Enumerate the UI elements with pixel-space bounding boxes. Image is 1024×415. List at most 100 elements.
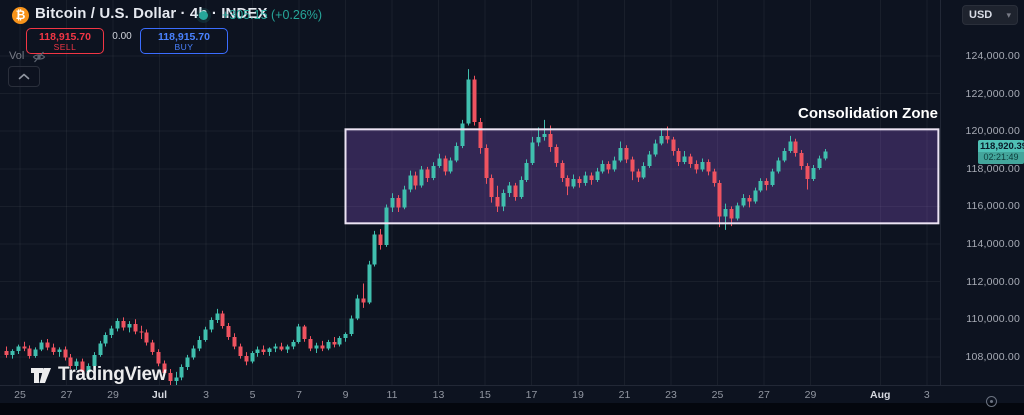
candle-body bbox=[215, 313, 220, 321]
candle-body bbox=[68, 357, 73, 367]
candle-body bbox=[770, 171, 775, 185]
sell-label: SELL bbox=[53, 41, 77, 52]
candle-body bbox=[706, 162, 711, 172]
consolidation-zone-label[interactable]: Consolidation Zone bbox=[798, 105, 938, 122]
market-status-dot-icon bbox=[199, 11, 208, 20]
candle-body bbox=[793, 141, 798, 153]
candle-body bbox=[45, 342, 50, 348]
chevron-down-icon: ▾ bbox=[1006, 9, 1011, 20]
candle-body bbox=[747, 197, 752, 202]
candle-body bbox=[162, 363, 167, 373]
candle-body bbox=[267, 348, 272, 353]
candle-body bbox=[384, 207, 389, 245]
candle-body bbox=[595, 171, 600, 181]
time-axis-label: 23 bbox=[665, 389, 677, 401]
price-axis-label: 114,000.00 bbox=[966, 238, 1020, 250]
candle-body bbox=[244, 355, 249, 362]
candle-body bbox=[390, 197, 395, 208]
candle-body bbox=[536, 136, 541, 143]
time-axis-label: 19 bbox=[572, 389, 584, 401]
candle-body bbox=[349, 318, 354, 335]
eye-off-icon[interactable] bbox=[32, 50, 46, 64]
candle-body bbox=[314, 345, 319, 349]
candle-body bbox=[548, 134, 553, 148]
candle-body bbox=[396, 197, 401, 208]
candle-body bbox=[682, 156, 687, 163]
candle-body bbox=[753, 190, 758, 202]
candle-body bbox=[454, 146, 459, 161]
candle-body bbox=[653, 143, 658, 155]
time-axis-label: 7 bbox=[296, 389, 302, 401]
candle-body bbox=[33, 349, 38, 356]
candle-body bbox=[255, 349, 260, 354]
candle-body bbox=[565, 178, 570, 187]
bottom-strip bbox=[0, 403, 1024, 415]
candle-body bbox=[355, 298, 360, 319]
pane-collapse-button[interactable] bbox=[8, 66, 40, 87]
candle-body bbox=[226, 325, 231, 338]
candle-body bbox=[291, 341, 296, 347]
candle-body bbox=[478, 121, 483, 149]
timezone-clock-icon[interactable] bbox=[986, 396, 997, 407]
candle-body bbox=[27, 348, 32, 356]
bar-countdown: 02:21:49 bbox=[978, 152, 1024, 165]
candle-body bbox=[4, 351, 9, 355]
candle-body bbox=[209, 320, 214, 330]
symbol-title[interactable]: Bitcoin / U.S. Dollar · 4h · INDEX bbox=[35, 5, 268, 22]
currency-toggle-button[interactable]: USD ▾ bbox=[962, 5, 1018, 25]
volume-indicator-label[interactable]: Vol bbox=[9, 50, 25, 62]
time-axis-label: 5 bbox=[249, 389, 256, 401]
buy-label: BUY bbox=[174, 41, 194, 52]
candle-body bbox=[612, 160, 617, 170]
candle-body bbox=[343, 334, 348, 338]
price-axis-label: 118,000.00 bbox=[966, 162, 1020, 175]
candle-body bbox=[805, 165, 810, 180]
time-axis-label: 27 bbox=[758, 389, 770, 401]
candle-body bbox=[16, 346, 21, 352]
candlestick-chart[interactable] bbox=[0, 0, 1024, 403]
candle-body bbox=[22, 346, 27, 349]
candle-body bbox=[823, 151, 828, 159]
candle-body bbox=[513, 185, 518, 197]
time-axis-label: 11 bbox=[386, 389, 398, 401]
price-axis-label: 112,000.00 bbox=[966, 275, 1020, 288]
candle-body bbox=[782, 150, 787, 161]
sell-button[interactable]: 118,915.70 SELL bbox=[26, 28, 104, 54]
price-axis-label: 108,000.00 bbox=[965, 350, 1020, 363]
time-axis-label: 17 bbox=[525, 389, 538, 401]
candle-body bbox=[460, 123, 465, 147]
candle-body bbox=[39, 342, 44, 350]
time-axis[interactable]: 25 27 29 Jul 3 5 7 9 11 13 15 17 19 21 23 25 27 29 Aug 3 bbox=[0, 385, 1024, 404]
candle-body bbox=[694, 164, 699, 170]
time-axis-label: 29 bbox=[107, 389, 119, 401]
candle-body bbox=[735, 205, 740, 219]
candle-body bbox=[250, 353, 255, 362]
candle-body bbox=[700, 162, 705, 170]
price-axis[interactable]: 124,000.00 122,000.00 120,000.00 118,000.00… bbox=[940, 0, 1024, 403]
candle-body bbox=[232, 337, 237, 347]
candle-body bbox=[203, 329, 208, 340]
candle-body bbox=[402, 189, 407, 208]
watermark-text: TradingView bbox=[58, 364, 167, 385]
candle-body bbox=[764, 181, 769, 185]
candle-body bbox=[577, 179, 582, 183]
candle-body bbox=[799, 152, 804, 166]
candle-body bbox=[51, 347, 56, 353]
candle-body bbox=[507, 185, 512, 194]
candle-body bbox=[560, 163, 565, 179]
candle-body bbox=[337, 338, 342, 345]
candle-body bbox=[174, 377, 179, 382]
candle-body bbox=[378, 234, 383, 245]
candle-body bbox=[372, 234, 377, 265]
candle-body bbox=[437, 158, 442, 166]
candle-body bbox=[220, 313, 225, 326]
price-axis-label: 120,000.00 bbox=[965, 125, 1020, 138]
candle-body bbox=[776, 160, 781, 172]
candle-body bbox=[144, 332, 149, 343]
candle-body bbox=[443, 158, 448, 172]
chevron-up-icon bbox=[18, 73, 30, 80]
buy-button[interactable]: 118,915.70 BUY bbox=[140, 28, 228, 54]
candle-body bbox=[185, 357, 190, 368]
candle-body bbox=[302, 326, 307, 339]
